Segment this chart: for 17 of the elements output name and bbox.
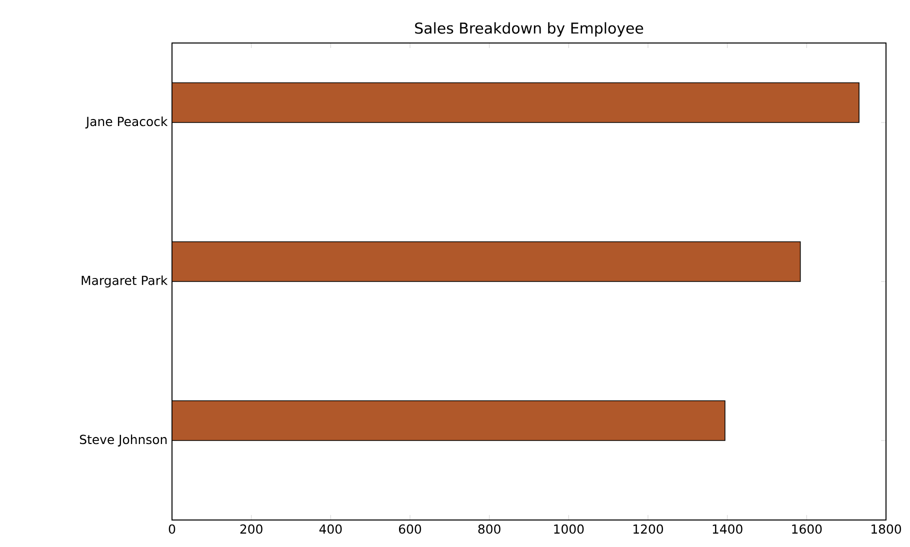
x-tick-label: 600 bbox=[398, 524, 422, 534]
x-tick-label: 1800 bbox=[872, 524, 902, 534]
x-tick-label: 1200 bbox=[634, 524, 664, 534]
bar bbox=[172, 241, 801, 282]
x-tick-label: 1000 bbox=[554, 524, 584, 534]
bar bbox=[172, 400, 726, 441]
bar bbox=[172, 82, 860, 123]
x-tick-label: 400 bbox=[319, 524, 342, 534]
x-tick-label: 0 bbox=[168, 524, 176, 534]
y-tick-label: Margaret Park bbox=[82, 275, 168, 288]
x-tick-label: 1400 bbox=[712, 524, 742, 534]
x-tick-label: 1600 bbox=[792, 524, 822, 534]
chart-title: Sales Breakdown by Employee bbox=[415, 22, 644, 37]
y-tick-label: Jane Peacock bbox=[85, 116, 168, 128]
x-tick-label: 200 bbox=[240, 524, 262, 534]
x-tick-label: 800 bbox=[478, 524, 500, 534]
y-tick-label: Steve Johnson bbox=[80, 434, 167, 446]
